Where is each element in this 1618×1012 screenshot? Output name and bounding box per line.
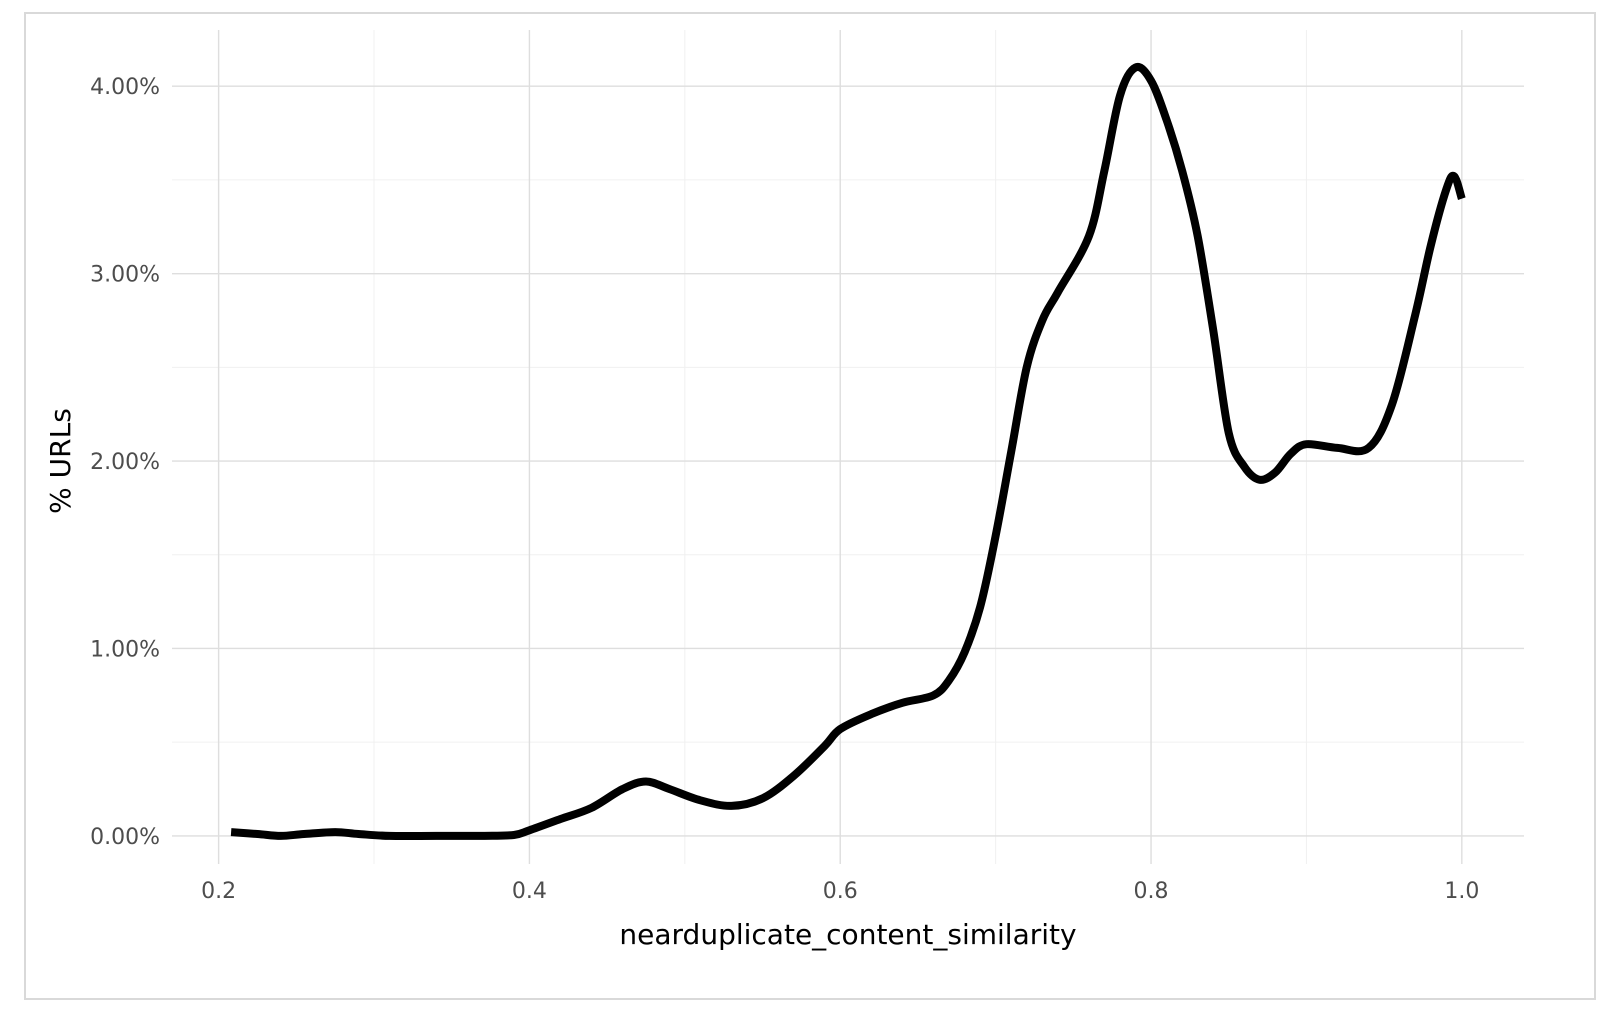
y-tick-label: 4.00% — [90, 75, 160, 100]
series-layer — [230, 63, 1466, 841]
x-tick-label: 1.0 — [1444, 879, 1479, 904]
y-tick-label: 0.00% — [90, 825, 160, 850]
line-chart: 0.2 0.4 0.6 0.8 1.0 0.00% 1.00% 2.00% 3.00% 4.00… — [44, 30, 1524, 951]
series-line — [230, 63, 1466, 841]
y-tick-label: 3.00% — [90, 263, 160, 288]
x-tick-label: 0.2 — [201, 879, 236, 904]
chart-frame: 0.2 0.4 0.6 0.8 1.0 0.00% 1.00% 2.00% 3.00% 4.00… — [24, 12, 1596, 1000]
x-tick-label: 0.4 — [512, 879, 547, 904]
minor-gridlines — [172, 30, 1524, 864]
y-tick-label: 1.00% — [90, 637, 160, 662]
y-tick-label: 2.00% — [90, 450, 160, 475]
y-axis-ticks: 0.00% 1.00% 2.00% 3.00% 4.00% — [90, 75, 160, 850]
x-axis-title: nearduplicate_content_similarity — [619, 918, 1076, 951]
x-axis-ticks: 0.2 0.4 0.6 0.8 1.0 — [201, 879, 1479, 904]
x-tick-label: 0.8 — [1134, 879, 1169, 904]
y-axis-title: % URLs — [44, 408, 77, 514]
x-tick-label: 0.6 — [823, 879, 858, 904]
